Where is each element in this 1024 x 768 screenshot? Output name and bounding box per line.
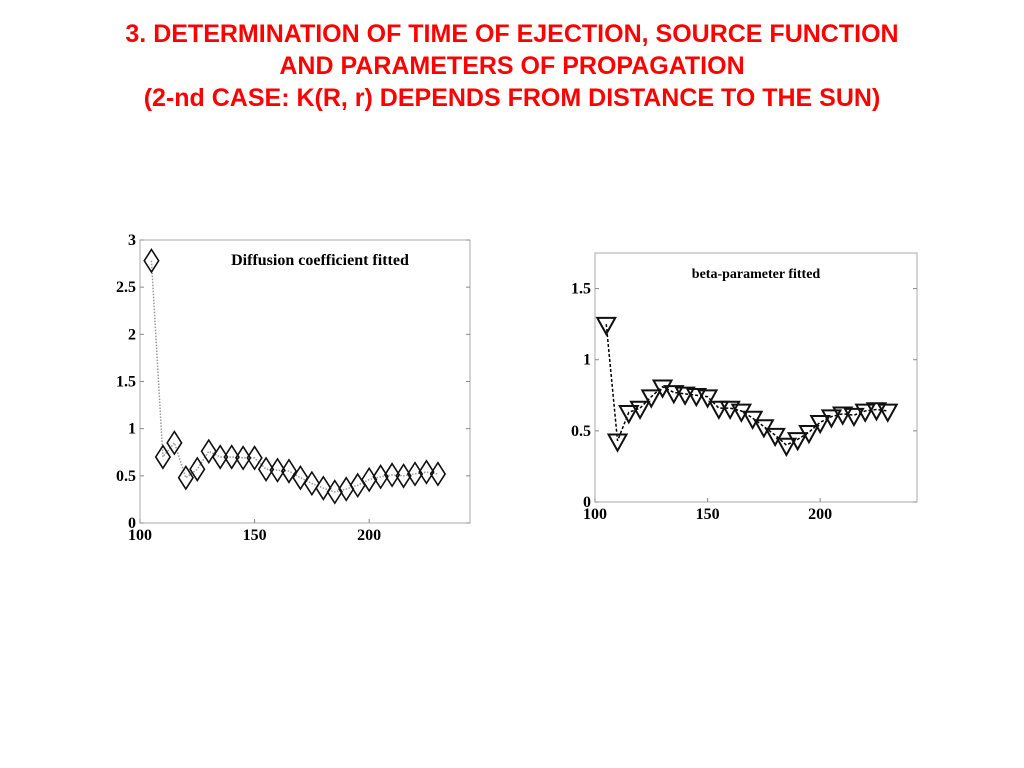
slide-title-line-1: 3. DETERMINATION OF TIME OF EJECTION, SO… (125, 20, 899, 48)
data-point-triangle (798, 424, 820, 445)
data-point-diamond (257, 456, 275, 482)
data-point-diamond (177, 464, 194, 491)
data-point-diamond (234, 445, 252, 471)
data-point-triangle (820, 409, 843, 429)
y-tick-label: 3 (128, 232, 136, 249)
y-tick-label: 1 (583, 352, 591, 369)
data-point-diamond (292, 464, 309, 491)
data-point-triangle (640, 389, 662, 409)
data-point-diamond (154, 444, 172, 470)
data-point-diamond (418, 459, 435, 485)
slide-title-line-2: AND PARAMETERS OF PROPAGATION (279, 52, 745, 80)
series-line (605, 324, 888, 446)
x-tick-label: 150 (696, 506, 720, 523)
data-point-triangle (877, 403, 899, 423)
data-point-triangle (663, 385, 685, 405)
plot-area (594, 252, 918, 503)
x-tick-label: 150 (243, 527, 267, 544)
y-tick-label: 1.5 (116, 374, 136, 391)
chart-title: beta-parameter fitted (692, 267, 821, 282)
y-tick-label: 2 (128, 326, 136, 343)
data-point-diamond (166, 430, 183, 456)
y-tick-label: 1.5 (571, 281, 591, 298)
data-point-triangle (685, 387, 708, 408)
y-tick-label: 0 (128, 515, 136, 532)
data-point-triangle (674, 386, 696, 406)
data-point-triangle (606, 433, 629, 453)
data-point-triangle (696, 389, 719, 409)
data-point-diamond (429, 461, 447, 487)
x-tick-label: 200 (808, 506, 832, 523)
data-point-triangle (865, 402, 888, 422)
y-tick-label: 0 (583, 494, 591, 511)
data-point-triangle (595, 316, 617, 337)
x-tick-label: 100 (583, 506, 607, 523)
data-point-diamond (212, 444, 229, 470)
data-point-triangle (618, 405, 640, 425)
data-point-diamond (280, 458, 298, 484)
chart-2: 0 0.5 1 1.5 100 150 200 beta-parameter fitted (571, 252, 918, 523)
x-tick-label: 100 (128, 527, 152, 544)
data-point-diamond (269, 457, 286, 483)
data-point-triangle (629, 400, 651, 421)
data-point-triangle (775, 437, 798, 458)
data-point-triangle (708, 400, 730, 421)
slide-title: 3. DETERMINATION OF TIME OF EJECTION, SO… (0, 18, 1024, 114)
data-point-diamond (189, 456, 206, 482)
data-point-diamond (223, 444, 240, 470)
data-point-diamond (303, 470, 321, 497)
y-tick-label: 0.5 (116, 468, 136, 485)
data-point-diamond (315, 475, 332, 501)
y-tick-label: 1 (128, 421, 136, 438)
slide-title-line-3: (2-nd CASE: K(R, r) DEPENDS FROM DISTANC… (143, 84, 881, 112)
x-tick-label: 200 (357, 527, 381, 544)
data-point-triangle (764, 427, 786, 448)
data-point-diamond (143, 248, 160, 274)
data-point-diamond (200, 438, 217, 465)
chart-title: Diffusion coefficient fitted (231, 252, 409, 269)
y-tick-label: 2.5 (116, 279, 136, 296)
data-point-diamond (383, 462, 401, 488)
data-point-triangle (809, 415, 831, 435)
y-tick-label: 0.5 (571, 423, 591, 440)
data-point-triangle (786, 432, 809, 452)
data-point-triangle (831, 406, 854, 426)
data-point-diamond (246, 445, 263, 471)
chart-1: 0 0.5 1 1.5 2 2.5 3 100 150 200 Diffusion coeffici… (116, 232, 471, 544)
data-point-triangle (854, 403, 876, 423)
data-point-triangle (843, 407, 865, 428)
